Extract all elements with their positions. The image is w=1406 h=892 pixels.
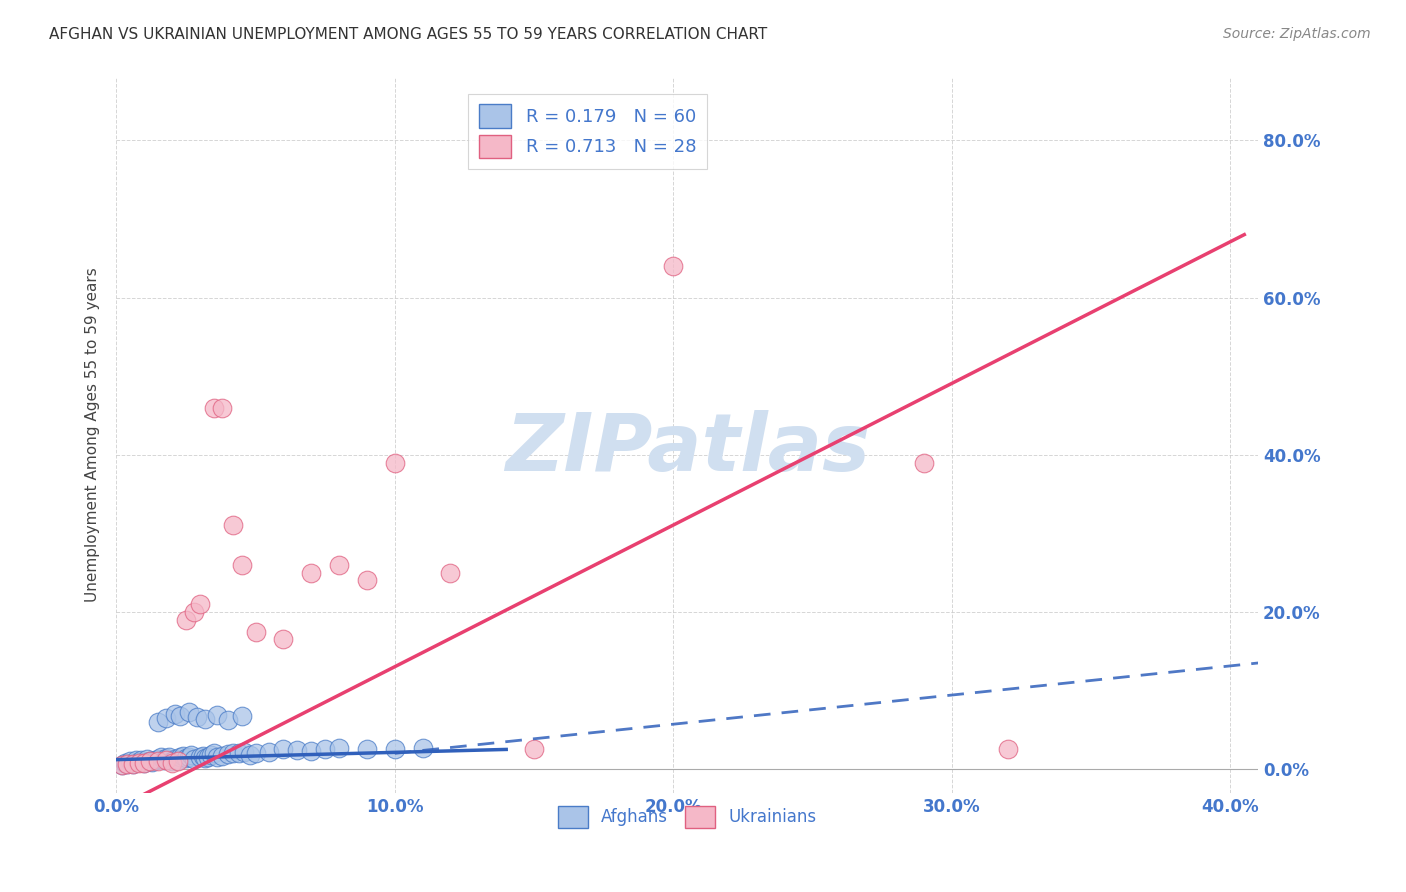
Point — [166, 753, 188, 767]
Text: ZIPatlas: ZIPatlas — [505, 410, 870, 488]
Point — [160, 756, 183, 770]
Point — [177, 749, 200, 764]
Point — [273, 742, 295, 756]
Point — [328, 740, 350, 755]
Point — [228, 747, 250, 761]
Point — [384, 742, 406, 756]
Point — [191, 748, 214, 763]
Legend: Afghans, Ukrainians: Afghans, Ukrainians — [551, 799, 823, 834]
Point — [134, 756, 156, 770]
Point — [157, 749, 180, 764]
Point — [200, 747, 222, 762]
Point — [155, 711, 177, 725]
Point — [194, 751, 217, 765]
Point — [172, 748, 194, 763]
Point — [222, 518, 245, 533]
Point — [188, 597, 211, 611]
Text: AFGHAN VS UKRAINIAN UNEMPLOYMENT AMONG AGES 55 TO 59 YEARS CORRELATION CHART: AFGHAN VS UKRAINIAN UNEMPLOYMENT AMONG A… — [49, 27, 768, 42]
Point — [188, 750, 211, 764]
Point — [202, 747, 225, 761]
Point — [125, 753, 148, 767]
Point — [245, 747, 267, 761]
Point — [177, 706, 200, 720]
Point — [117, 756, 139, 771]
Point — [141, 755, 163, 769]
Point — [328, 558, 350, 572]
Point — [997, 742, 1019, 756]
Point — [211, 401, 233, 415]
Point — [662, 259, 685, 273]
Point — [169, 750, 191, 764]
Point — [149, 750, 172, 764]
Point — [439, 566, 461, 580]
Point — [245, 624, 267, 639]
Text: Source: ZipAtlas.com: Source: ZipAtlas.com — [1223, 27, 1371, 41]
Point — [202, 401, 225, 415]
Point — [174, 751, 197, 765]
Point — [356, 741, 378, 756]
Point — [356, 574, 378, 588]
Point — [285, 743, 308, 757]
Point — [122, 757, 145, 772]
Point — [217, 713, 239, 727]
Point — [122, 756, 145, 771]
Point — [299, 566, 322, 580]
Point — [117, 757, 139, 772]
Point — [169, 708, 191, 723]
Point — [152, 753, 174, 767]
Point — [160, 754, 183, 768]
Point — [128, 756, 150, 770]
Point — [299, 744, 322, 758]
Point — [135, 752, 157, 766]
Point — [273, 632, 295, 647]
Point — [205, 707, 228, 722]
Point — [183, 605, 205, 619]
Point — [120, 754, 142, 768]
Point — [205, 750, 228, 764]
Point — [197, 749, 219, 764]
Point — [155, 751, 177, 765]
Point — [131, 754, 153, 768]
Point — [134, 756, 156, 770]
Point — [239, 747, 262, 762]
Point — [128, 755, 150, 769]
Point — [143, 754, 166, 768]
Point — [111, 758, 134, 772]
Point — [523, 742, 546, 756]
Point — [138, 754, 160, 768]
Point — [146, 714, 169, 729]
Point — [180, 747, 202, 762]
Point — [146, 752, 169, 766]
Point — [384, 456, 406, 470]
Point — [314, 742, 336, 756]
Point — [259, 745, 281, 759]
Point — [111, 758, 134, 772]
Point — [138, 754, 160, 768]
Point — [186, 710, 208, 724]
Point — [217, 747, 239, 761]
Point — [222, 746, 245, 760]
Point — [183, 752, 205, 766]
Point — [233, 745, 256, 759]
Point — [194, 712, 217, 726]
Point — [163, 707, 186, 722]
Y-axis label: Unemployment Among Ages 55 to 59 years: Unemployment Among Ages 55 to 59 years — [86, 268, 100, 602]
Point — [163, 752, 186, 766]
Point — [231, 558, 253, 572]
Point — [912, 456, 935, 470]
Point — [211, 748, 233, 763]
Point — [166, 754, 188, 768]
Point — [155, 753, 177, 767]
Point — [231, 709, 253, 723]
Point — [174, 613, 197, 627]
Point — [412, 740, 434, 755]
Point — [146, 754, 169, 768]
Point — [114, 756, 136, 770]
